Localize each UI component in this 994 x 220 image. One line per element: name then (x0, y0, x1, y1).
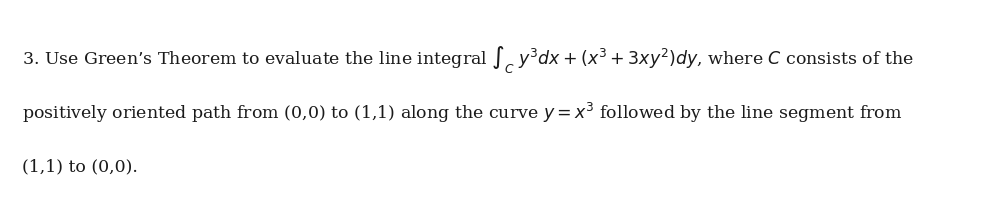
Text: (1,1) to (0,0).: (1,1) to (0,0). (22, 158, 137, 175)
Text: 3. Use Green’s Theorem to evaluate the line integral $\int_C$ $y^3dx + (x^3 + 3x: 3. Use Green’s Theorem to evaluate the l… (22, 44, 912, 75)
Text: positively oriented path from (0,0) to (1,1) along the curve $y = x^3$ followed : positively oriented path from (0,0) to (… (22, 101, 902, 125)
